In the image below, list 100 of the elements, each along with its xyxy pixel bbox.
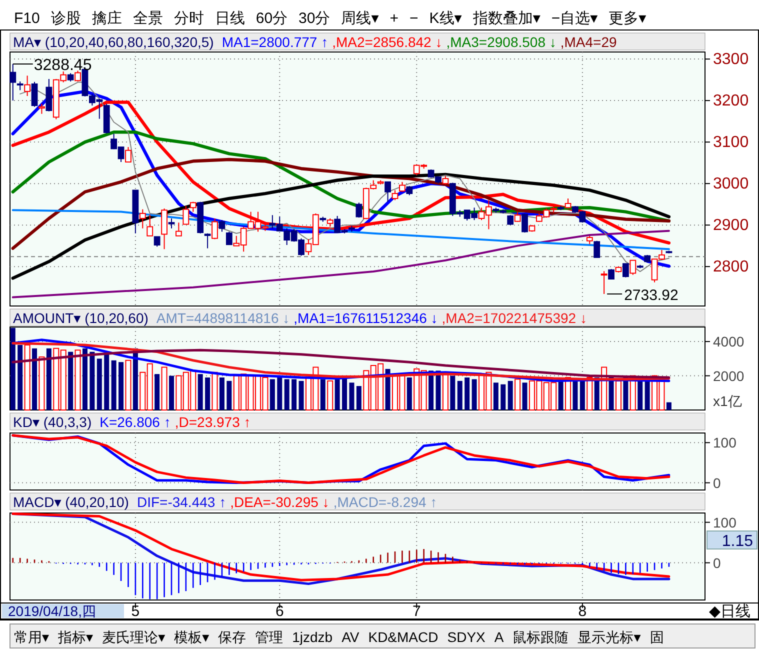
candlestick [10, 64, 16, 102]
candlestick [212, 218, 218, 240]
candlestick [608, 268, 614, 280]
text: 模板▾ [174, 629, 210, 645]
candlestick [600, 270, 608, 294]
text: 管理 [255, 629, 284, 645]
bar [580, 379, 585, 410]
bar [472, 379, 477, 410]
text: ,DEA=-30.295 ↓ [230, 494, 330, 510]
text: ,D=23.973 ↑ [174, 414, 251, 430]
bar [82, 348, 88, 410]
bar [298, 380, 304, 410]
annotation: 2733.92 [624, 286, 678, 304]
chart-title: AMOUNT▾ (10,20,60) [13, 310, 148, 326]
text: 麦氏理论▾ [102, 629, 166, 645]
y-tick-label: 0 [713, 554, 721, 571]
x-tick-label: 5 [131, 603, 140, 620]
candlestick [125, 146, 132, 162]
bar [457, 380, 462, 410]
candlestick [594, 240, 600, 258]
candlestick [514, 211, 521, 222]
text: A [494, 629, 504, 645]
y-tick-label: 2900 [713, 217, 749, 234]
text: 更多▾ [608, 10, 647, 27]
candlestick [168, 218, 175, 229]
text: 30分 [298, 10, 330, 27]
bar [104, 354, 110, 410]
bar [558, 380, 564, 410]
annotation: 3288.45 [34, 57, 92, 74]
candlestick [154, 236, 160, 248]
y-tick-label: 2000 [713, 368, 744, 384]
bar [292, 379, 297, 410]
candlestick [146, 214, 154, 236]
text: + [390, 10, 399, 27]
bar [198, 374, 203, 410]
y-tick-label: 3100 [713, 134, 749, 152]
bar [18, 344, 23, 410]
bar [284, 379, 290, 410]
candlestick [564, 198, 572, 209]
candlestick [74, 70, 81, 82]
chart-title: KD▾ (40,3,3) [13, 414, 92, 430]
candlestick [399, 181, 406, 192]
text: K线▾ [429, 10, 462, 27]
candlestick [226, 231, 232, 246]
y-tick-label: 100 [713, 514, 737, 530]
chart-title: MACD▾ (40,20,10) [13, 494, 129, 510]
bar [118, 362, 124, 410]
bar [219, 377, 224, 410]
text: SDYX [447, 629, 486, 645]
candlestick [384, 181, 391, 202]
text: 擒庄 [92, 10, 122, 27]
y-tick-label: 100 [713, 434, 737, 451]
bar [356, 386, 362, 410]
text: 1jzdzb [292, 629, 333, 645]
bar [666, 402, 672, 410]
text: 指数叠加▾ [472, 10, 541, 27]
text: AV [342, 629, 360, 645]
text: 全景 [132, 10, 163, 27]
candlestick [24, 75, 31, 96]
line-series [11, 158, 671, 250]
candlestick [622, 263, 629, 278]
line-series [12, 348, 670, 379]
text: x1亿 [713, 393, 742, 409]
y-tick-label: 3300 [713, 51, 749, 68]
text: ,MA1=167611512346 ↓ [294, 310, 438, 326]
bar [464, 377, 470, 410]
bar [493, 382, 498, 410]
candlestick [38, 103, 45, 114]
candlestick [406, 186, 413, 196]
text: 保存 [218, 629, 246, 645]
bar [428, 370, 434, 410]
bar [96, 358, 102, 410]
text: 1.15 [722, 533, 754, 550]
candlestick [182, 205, 190, 225]
bar [385, 368, 390, 410]
text: −自选▾ [551, 10, 598, 27]
x-tick-label: 8 [578, 603, 587, 620]
bar [638, 380, 643, 410]
text: ,MA3=2908.508 ↓ [446, 34, 556, 50]
text: 固 [650, 629, 664, 645]
candlestick [522, 212, 528, 234]
bar [522, 382, 528, 410]
text: 指标▾ [57, 629, 94, 645]
text: ,MA2=2856.842 ↓ [332, 34, 442, 50]
candlestick [31, 81, 38, 108]
bar [226, 380, 232, 410]
text: MA1=2800.777 ↑ [222, 34, 328, 50]
bar [205, 377, 210, 410]
bar [508, 380, 513, 410]
text: ,MA2=170221475392 ↓ [442, 310, 587, 326]
text: 显示光标▾ [578, 629, 641, 645]
text: 日线 [214, 10, 245, 27]
text: KD&MACD [368, 629, 438, 645]
text: 诊股 [50, 10, 81, 27]
bar [168, 376, 174, 410]
text: 分时 [174, 10, 204, 27]
x-tick-label: 7 [412, 603, 421, 620]
chart-title: MA▾ (10,20,40,60,80,160,320,5) [13, 34, 214, 50]
bar [450, 376, 456, 410]
y-tick-label: 4000 [713, 334, 744, 350]
